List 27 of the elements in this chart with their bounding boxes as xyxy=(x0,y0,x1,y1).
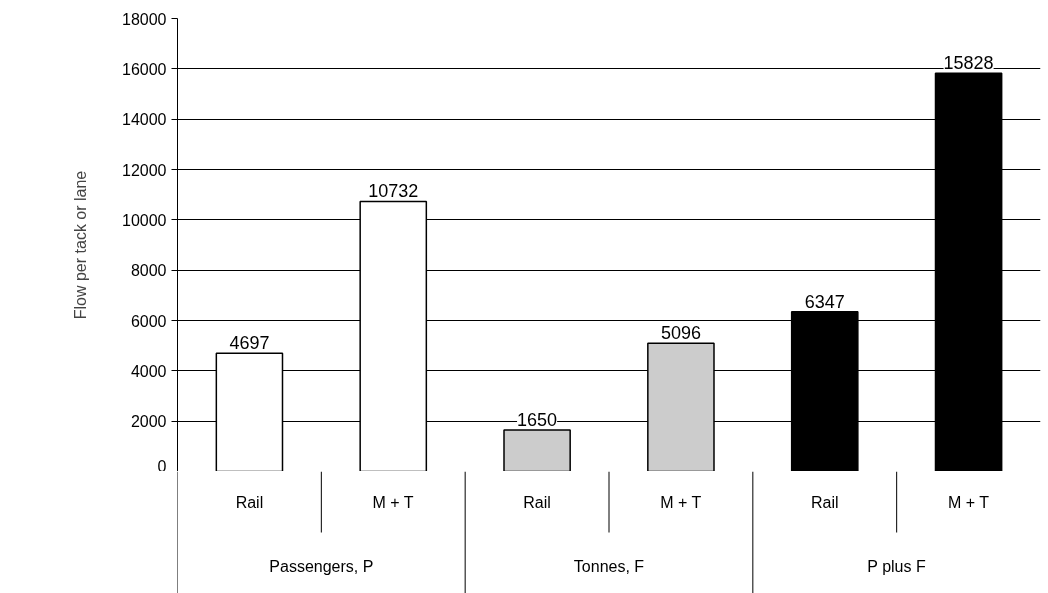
data-label: 6347 xyxy=(804,291,845,312)
text: Tonnes, F xyxy=(573,557,645,575)
y-tick-label: 16000 xyxy=(122,60,167,78)
x-tick-label: Rail xyxy=(235,493,264,511)
y-tick-label: 6000 xyxy=(130,312,167,330)
data-label: 5096 xyxy=(660,323,701,344)
data-label: 4697 xyxy=(229,333,270,354)
x-tick-label: M + T xyxy=(660,493,702,511)
y-tick-label: 12000 xyxy=(122,161,167,179)
y-tick-label: 8000 xyxy=(130,262,167,280)
data-label: 15828 xyxy=(943,53,994,74)
y-tick-label: 14000 xyxy=(122,111,167,129)
text: Passengers, P xyxy=(269,557,374,575)
y-axis-title: Flow per tack or lane xyxy=(72,170,90,320)
x-tick-label: Rail xyxy=(810,493,839,511)
x-tick-label: Rail xyxy=(523,493,551,511)
y-tick-label: 2000 xyxy=(130,413,167,431)
y-tick-label: 0 xyxy=(157,457,167,475)
y-tick-label: 10000 xyxy=(122,211,167,229)
y-tick-label: 4000 xyxy=(130,362,167,380)
x-tick-label: M + T xyxy=(372,493,414,511)
x-tick-label: M + T xyxy=(947,493,990,511)
bar xyxy=(503,429,571,471)
data-label: 10732 xyxy=(368,181,419,202)
y-tick-label: 18000 xyxy=(122,10,167,28)
data-label: 1650 xyxy=(517,409,558,430)
text: P plus F xyxy=(867,557,926,575)
